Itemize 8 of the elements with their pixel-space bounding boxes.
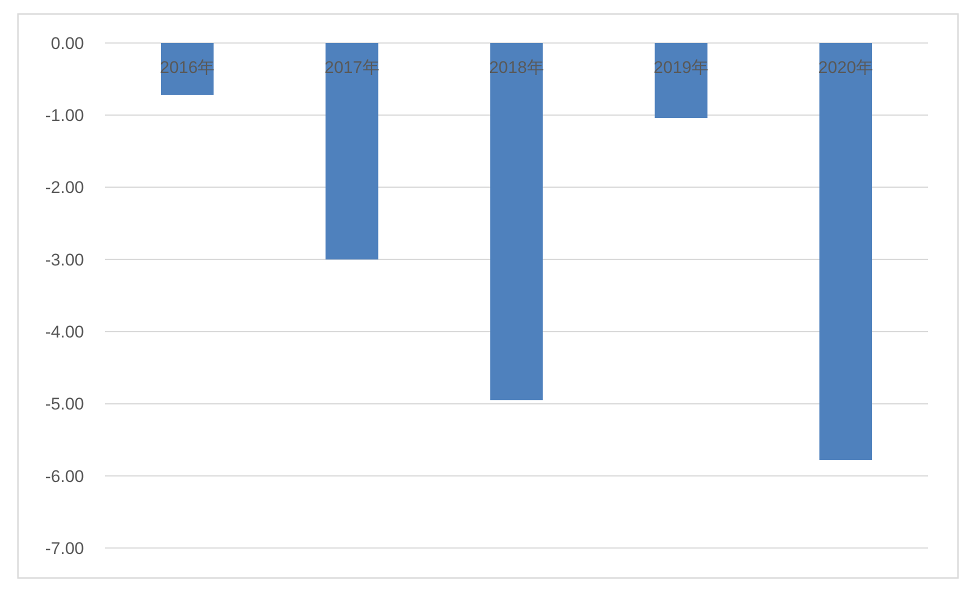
y-tick-label: -3.00 [45,250,84,270]
y-tick-label: -5.00 [45,394,84,414]
y-tick-label: -6.00 [45,466,84,486]
y-tick-label: -4.00 [45,322,84,342]
y-tick-label: 0.00 [50,34,84,53]
y-tick-label: -2.00 [45,178,84,198]
y-tick-label: -7.00 [45,538,84,558]
y-tick-label: -1.00 [45,106,84,126]
